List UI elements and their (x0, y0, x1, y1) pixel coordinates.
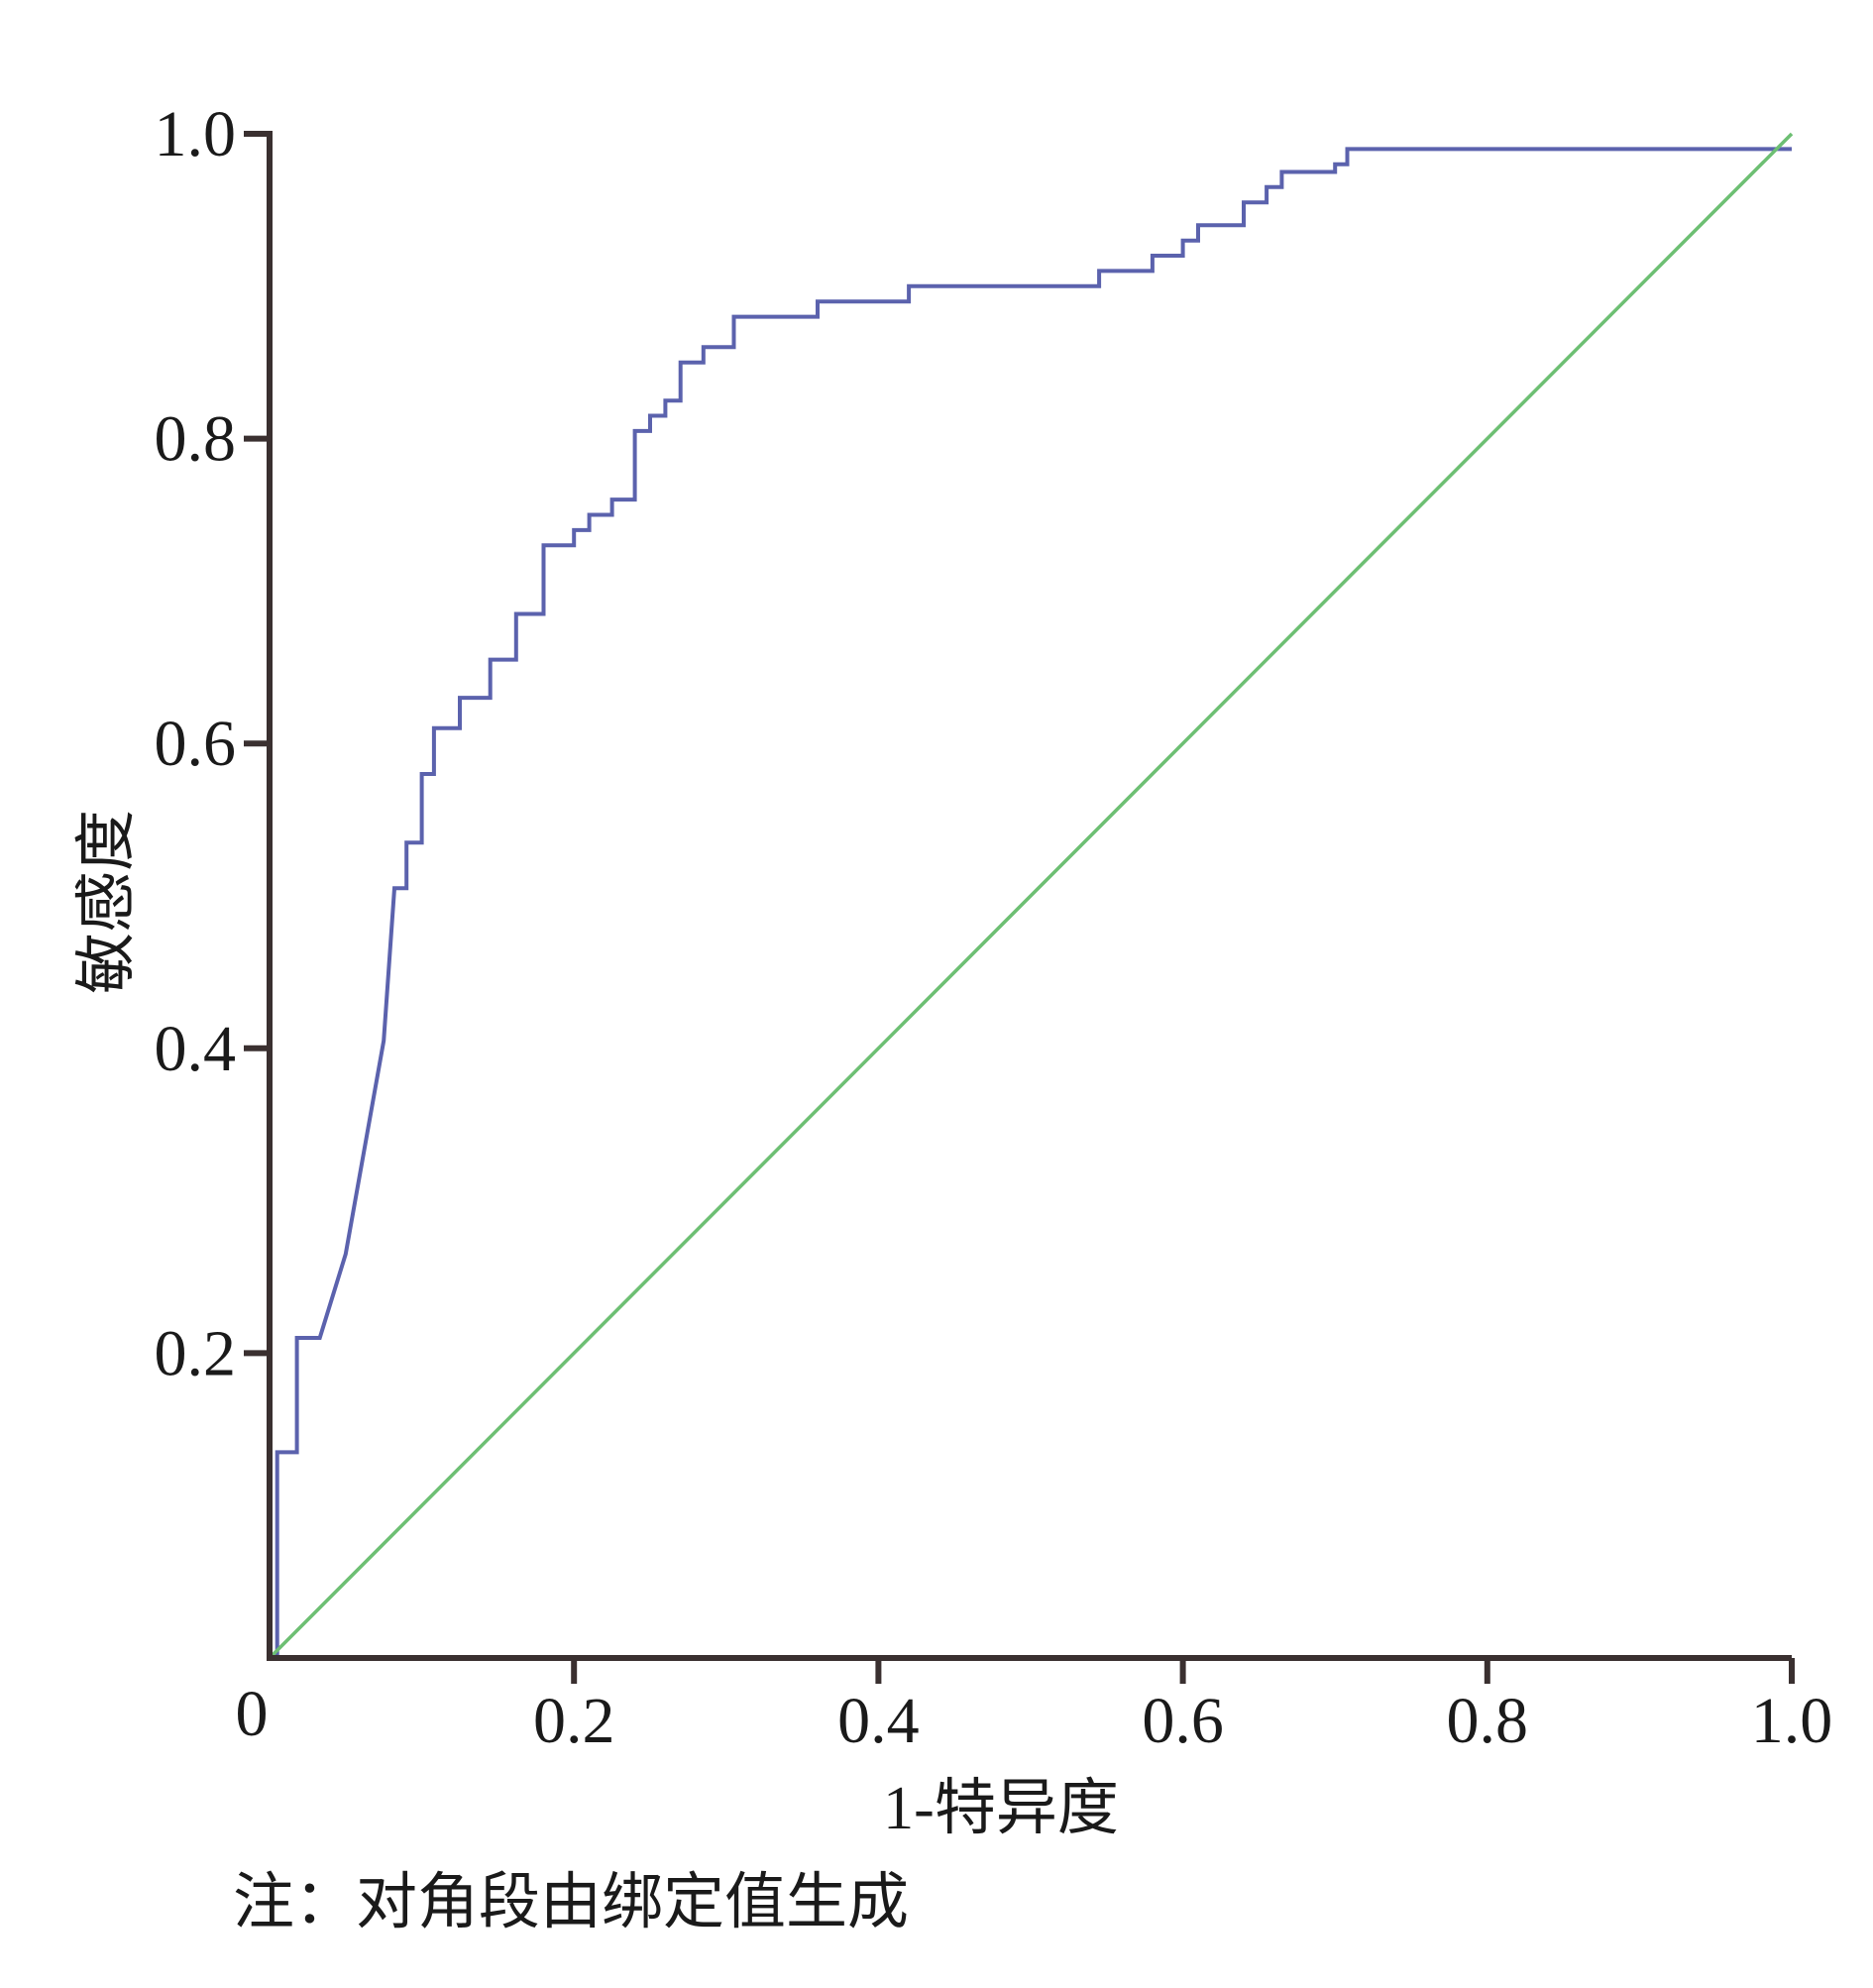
y-tick-label: 0.2 (155, 1317, 237, 1389)
x-tick-label: 1.0 (1751, 1685, 1833, 1757)
chart-note: 注：对角段由绑定值生成 (233, 1869, 909, 1936)
series-layer (268, 132, 1794, 1660)
ticks-layer: 0.2 0.4 0.6 0.8 1.0 0.2 0.4 0.6 0.8 1.0 (155, 98, 1833, 1757)
x-tick-label: 0.8 (1447, 1685, 1529, 1757)
x-tick-label: 0.2 (533, 1685, 615, 1757)
x-tick-label: 0.6 (1142, 1685, 1224, 1757)
x-axis-title: 1-特异度 (883, 1775, 1119, 1842)
reference-diagonal-line (268, 132, 1794, 1660)
x-origin-label: 0 (236, 1678, 269, 1750)
roc-curve-line (270, 147, 1792, 1660)
y-axis-title: 敏感度 (73, 810, 141, 994)
y-tick-label: 1.0 (155, 98, 237, 170)
axes-layer (267, 131, 1792, 1661)
y-tick-label: 0.6 (155, 708, 237, 780)
y-tick-label: 0.4 (155, 1013, 237, 1085)
x-tick-label: 0.4 (837, 1685, 920, 1757)
y-tick-label: 0.8 (155, 403, 237, 476)
